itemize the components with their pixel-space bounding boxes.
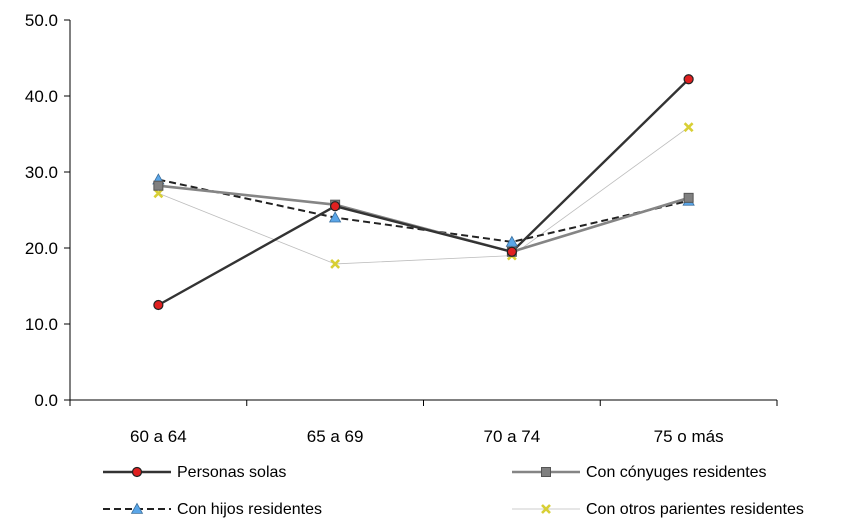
x-tick-label: 60 a 64 [130,427,187,446]
legend-item: Con cónyuges residentes [512,464,767,481]
data-point-series-1 [153,180,164,191]
data-point-series-0 [506,246,517,257]
legend-marker [541,504,551,514]
legend-label: Con cónyuges residentes [586,464,767,481]
x-tick-label: 65 a 69 [307,427,364,446]
data-point-series-0 [153,299,164,311]
data-point-series-2 [505,235,519,247]
series-line-1 [158,184,690,254]
y-tick-label: 10.0 [25,315,58,334]
x-tick-label: 70 a 74 [484,427,541,446]
x-tick-label: 75 o más [654,427,724,446]
y-tick-label: 50.0 [25,11,58,30]
y-tick-label: 0.0 [34,391,58,410]
data-point-series-3 [683,122,694,133]
legend: Personas solas Con cónyuges residentes Con… [103,464,804,518]
data-point-series-3 [330,259,341,269]
legend-marker [130,502,144,514]
legend-marker [131,466,143,478]
data-point-series-0 [683,74,694,85]
legend-label: Con hijos residentes [177,501,322,518]
series-line-3 [158,126,689,265]
legend-marker [541,467,551,477]
data-point-series-2 [328,211,342,223]
plot-area [152,74,695,311]
series-line-0 [157,78,690,307]
data-point-series-0 [330,201,341,212]
legend-item: Personas solas [103,464,286,481]
y-tick-label: 30.0 [25,163,58,182]
axes: 0.0 10.0 20.0 30.0 40.0 50.0 60 a 64 65 a 69 70 … [25,11,778,446]
legend-item: Con otros parientes residentes [512,501,804,518]
legend-label: Personas solas [177,464,286,481]
y-tick-label: 40.0 [25,87,58,106]
data-point-series-1 [683,192,694,203]
legend-label: Con otros parientes residentes [586,501,804,518]
series-line-2 [158,178,689,243]
legend-item: Con hijos residentes [103,501,322,518]
y-tick-label: 20.0 [25,239,58,258]
